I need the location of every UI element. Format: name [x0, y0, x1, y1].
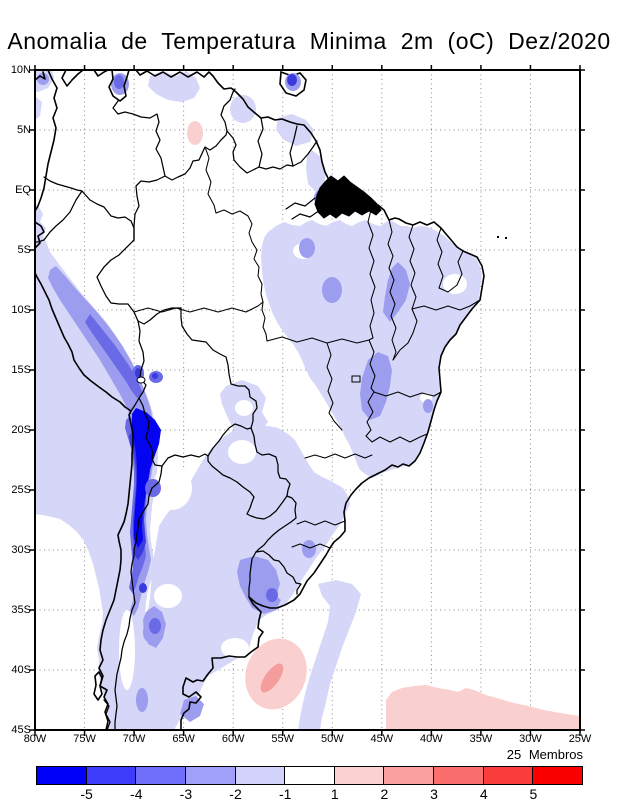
map-title: Anomalia de Temperatura Minima 2m (oC) D…	[7, 28, 611, 54]
anomaly-fills-layer	[35, 70, 580, 730]
colorbar-value-3: 3	[430, 786, 438, 800]
colorbar-cell-11	[532, 766, 584, 785]
colorbar-value-5: 5	[529, 786, 538, 800]
colorbar-cell-8	[383, 766, 435, 785]
lat-label-30S: 30S	[11, 544, 31, 556]
lat-label-45S: 45S	[11, 724, 31, 736]
colorbar-cell-9	[433, 766, 484, 785]
colorbar-cell-1	[36, 766, 87, 785]
colorbar-cell-10	[482, 766, 534, 785]
colorbar	[36, 766, 584, 785]
colorbar-cell-3	[135, 766, 186, 785]
lat-label-15S: 15S	[11, 364, 31, 376]
colorbar-value--5: -5	[80, 786, 93, 800]
lon-label-55W: 55W	[271, 733, 295, 745]
lon-label-65W: 65W	[172, 733, 195, 745]
lat-label-10N: 10N	[10, 64, 31, 76]
colorbar-cell-4	[184, 766, 236, 785]
colorbar-value--3: -3	[179, 786, 193, 800]
lat-label-5N: 5N	[16, 124, 31, 136]
colorbar-cell-6	[284, 766, 335, 785]
lon-label-25W: 25W	[568, 733, 592, 745]
lon-label-60W: 60W	[221, 733, 245, 745]
colorbar-cell-7	[333, 766, 385, 785]
lon-label-50W: 50W	[320, 733, 344, 745]
lat-label-10S: 10S	[11, 304, 31, 316]
colorbar-cell-2	[85, 766, 137, 785]
colorbar-cell-5	[234, 766, 286, 785]
coastline-borders-layer	[35, 70, 507, 730]
colorbar-value-4: 4	[479, 786, 488, 800]
lat-label-25S: 25S	[11, 484, 31, 496]
lon-label-75W: 75W	[73, 733, 96, 745]
colorbar-value--4: -4	[130, 786, 143, 800]
lat-label-40S: 40S	[11, 664, 31, 676]
lat-label-20S: 20S	[11, 424, 31, 436]
map-frame	[29, 65, 585, 736]
lon-label-35W: 35W	[469, 733, 493, 745]
colorbar-value-1: 1	[330, 786, 339, 800]
colorbar-value-2: 2	[380, 786, 389, 800]
lon-label-70W: 70W	[122, 733, 146, 745]
lat-label-5S: 5S	[17, 244, 31, 256]
members-annotation: 25 Membros	[506, 747, 583, 762]
colorbar-value--1: -1	[278, 786, 292, 800]
lon-label-80W: 80W	[23, 733, 47, 745]
lat-label-35S: 35S	[11, 604, 31, 616]
lon-label-40W: 40W	[420, 733, 443, 745]
lon-label-30W: 30W	[519, 733, 542, 745]
lon-label-45W: 45W	[370, 733, 394, 745]
lat-label-EQ: EQ	[15, 184, 31, 196]
colorbar-value--2: -2	[229, 786, 242, 800]
